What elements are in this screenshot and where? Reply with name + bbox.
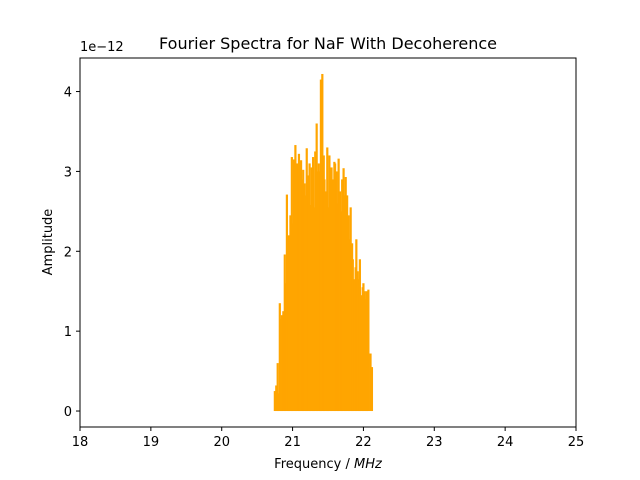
bar	[337, 158, 340, 412]
bar	[360, 295, 363, 412]
bar	[312, 207, 315, 412]
x-tick-label: 23	[426, 435, 443, 450]
bar	[307, 175, 310, 412]
bar	[370, 367, 374, 412]
bar	[321, 73, 324, 412]
plot-frame	[79, 57, 577, 428]
bar	[302, 169, 305, 412]
bar	[309, 204, 312, 412]
bar	[363, 291, 366, 412]
bar	[328, 155, 331, 412]
bar	[284, 283, 287, 412]
bar	[280, 315, 284, 412]
bar	[353, 279, 356, 412]
x-tick-label: 19	[143, 435, 160, 450]
bar	[356, 271, 359, 412]
bar	[305, 148, 308, 412]
bar	[277, 393, 280, 412]
x-tick-label: 22	[355, 435, 372, 450]
bar-series	[273, 73, 374, 412]
bar	[298, 175, 301, 412]
bar	[331, 179, 335, 412]
bar	[275, 385, 278, 412]
bar	[317, 163, 320, 412]
bar	[314, 151, 317, 412]
bar	[287, 235, 291, 412]
bar	[282, 311, 285, 412]
bar	[295, 203, 298, 412]
bar	[316, 171, 319, 412]
bar	[346, 195, 349, 412]
y-tick-label: 0	[64, 405, 72, 420]
x-axis-label-text: Frequency /	[274, 457, 354, 472]
chart-title: Fourier Spectra for NaF With Decoherence	[159, 34, 497, 53]
bar	[323, 179, 326, 412]
bar	[326, 207, 330, 412]
x-axis-ticks: 18 19 20 21 22 23 24 25	[72, 427, 585, 450]
bar	[367, 289, 370, 412]
bar	[296, 163, 299, 412]
x-tick-label: 25	[568, 435, 585, 450]
x-axis-label-unit: MHz	[354, 457, 383, 472]
bar	[362, 283, 365, 412]
y-tick-label: 2	[64, 245, 72, 260]
bar	[276, 363, 279, 412]
x-tick-label: 24	[497, 435, 514, 450]
y-axis-ticks: 0 1 2 3 4	[64, 86, 80, 420]
bar	[333, 163, 337, 412]
x-axis-label: Frequency / MHz	[274, 457, 383, 472]
bar	[330, 167, 333, 412]
bar	[310, 167, 313, 412]
bar	[365, 291, 369, 412]
bar	[358, 259, 361, 412]
bar	[349, 207, 352, 412]
bar	[369, 353, 372, 412]
bar	[341, 179, 344, 412]
x-tick-label: 18	[72, 435, 89, 450]
bar	[342, 168, 345, 412]
bar	[303, 183, 306, 412]
y-axis-label: Amplitude	[41, 209, 56, 276]
bar	[289, 215, 292, 412]
bar	[278, 303, 281, 412]
bar	[273, 391, 276, 412]
y-tick-label: 4	[64, 86, 72, 101]
bar	[299, 160, 303, 412]
bar	[348, 239, 351, 412]
y-offset-text: 1e−12	[80, 40, 124, 55]
bar	[319, 79, 323, 412]
bar	[291, 223, 294, 412]
bar	[324, 191, 327, 412]
y-tick-label: 1	[64, 325, 72, 340]
bar	[355, 239, 358, 412]
bar	[344, 177, 347, 412]
y-tick-label: 3	[64, 165, 72, 180]
bar	[292, 159, 296, 412]
bar	[285, 194, 289, 412]
bar	[338, 191, 342, 412]
x-tick-label: 21	[284, 435, 301, 450]
bar	[351, 259, 354, 412]
x-tick-label: 20	[213, 435, 230, 450]
bar	[335, 171, 338, 412]
